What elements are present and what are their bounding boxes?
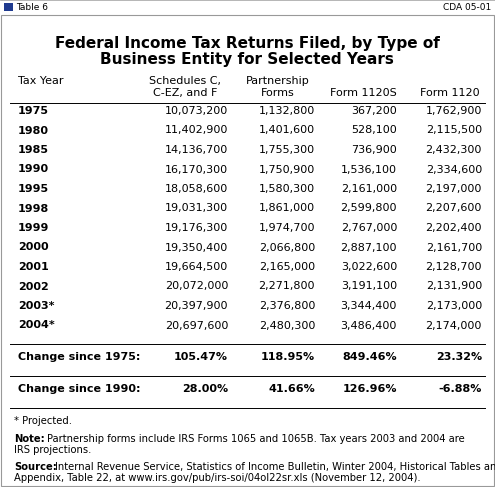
Text: * Projected.: * Projected. <box>14 416 72 426</box>
Text: 2,334,600: 2,334,600 <box>426 165 482 174</box>
Text: 2,207,600: 2,207,600 <box>426 204 482 213</box>
Bar <box>4 3 13 11</box>
Text: 2,174,000: 2,174,000 <box>426 320 482 331</box>
Text: 2,480,300: 2,480,300 <box>258 320 315 331</box>
Text: 1,580,300: 1,580,300 <box>259 184 315 194</box>
Text: 2,887,100: 2,887,100 <box>341 243 397 252</box>
Text: 1,861,000: 1,861,000 <box>259 204 315 213</box>
Text: 1,536,100: 1,536,100 <box>341 165 397 174</box>
Text: 28.00%: 28.00% <box>182 384 228 394</box>
Text: 849.46%: 849.46% <box>343 352 397 362</box>
Text: Partnership: Partnership <box>246 76 310 86</box>
Text: 23.32%: 23.32% <box>436 352 482 362</box>
Text: CDA 05-01: CDA 05-01 <box>443 2 491 12</box>
Text: 1999: 1999 <box>18 223 50 233</box>
Text: 20,397,900: 20,397,900 <box>164 301 228 311</box>
Text: 2,131,900: 2,131,900 <box>426 281 482 292</box>
Text: C-EZ, and F: C-EZ, and F <box>153 88 217 98</box>
Text: 2,197,000: 2,197,000 <box>426 184 482 194</box>
Text: 2,128,700: 2,128,700 <box>426 262 482 272</box>
Text: 118.95%: 118.95% <box>261 352 315 362</box>
Text: 16,170,300: 16,170,300 <box>165 165 228 174</box>
Text: 1985: 1985 <box>18 145 49 155</box>
Text: 2,432,300: 2,432,300 <box>426 145 482 155</box>
Text: 528,100: 528,100 <box>351 126 397 135</box>
Text: Form 1120S: Form 1120S <box>330 88 396 98</box>
Text: Source:: Source: <box>14 462 57 472</box>
Text: 1980: 1980 <box>18 126 49 135</box>
Text: 2002: 2002 <box>18 281 49 292</box>
Text: 2000: 2000 <box>18 243 49 252</box>
Text: 1,762,900: 1,762,900 <box>426 106 482 116</box>
Text: 14,136,700: 14,136,700 <box>165 145 228 155</box>
Text: 2,161,000: 2,161,000 <box>341 184 397 194</box>
Text: Tax Year: Tax Year <box>18 76 63 86</box>
Text: Partnership forms include IRS Forms 1065 and 1065B. Tax years 2003 and 2004 are: Partnership forms include IRS Forms 1065… <box>47 434 465 444</box>
Text: 1,974,700: 1,974,700 <box>258 223 315 233</box>
Text: 126.96%: 126.96% <box>343 384 397 394</box>
Text: 2,271,800: 2,271,800 <box>258 281 315 292</box>
Text: 41.66%: 41.66% <box>268 384 315 394</box>
Text: 1,132,800: 1,132,800 <box>259 106 315 116</box>
Text: 1990: 1990 <box>18 165 49 174</box>
Text: 1998: 1998 <box>18 204 49 213</box>
Text: Federal Income Tax Returns Filed, by Type of: Federal Income Tax Returns Filed, by Typ… <box>54 36 440 51</box>
Text: 19,176,300: 19,176,300 <box>165 223 228 233</box>
Text: 2,202,400: 2,202,400 <box>426 223 482 233</box>
Text: 10,073,200: 10,073,200 <box>165 106 228 116</box>
Text: 3,486,400: 3,486,400 <box>341 320 397 331</box>
Text: 1,401,600: 1,401,600 <box>259 126 315 135</box>
Text: 105.47%: 105.47% <box>174 352 228 362</box>
Text: Business Entity for Selected Years: Business Entity for Selected Years <box>100 52 394 67</box>
Text: 1,750,900: 1,750,900 <box>259 165 315 174</box>
Text: 2,599,800: 2,599,800 <box>341 204 397 213</box>
Text: Schedules C,: Schedules C, <box>149 76 221 86</box>
Text: Change since 1990:: Change since 1990: <box>18 384 141 394</box>
Text: Note:: Note: <box>14 434 45 444</box>
Text: -6.88%: -6.88% <box>439 384 482 394</box>
Text: 2,376,800: 2,376,800 <box>258 301 315 311</box>
Text: 2,115,500: 2,115,500 <box>426 126 482 135</box>
Text: 2,165,000: 2,165,000 <box>259 262 315 272</box>
Text: 19,664,500: 19,664,500 <box>165 262 228 272</box>
Text: 736,900: 736,900 <box>351 145 397 155</box>
Text: 18,058,600: 18,058,600 <box>165 184 228 194</box>
Text: 19,031,300: 19,031,300 <box>165 204 228 213</box>
Text: 11,402,900: 11,402,900 <box>165 126 228 135</box>
Text: 1995: 1995 <box>18 184 49 194</box>
Text: Table 6: Table 6 <box>16 2 48 12</box>
Text: 2004*: 2004* <box>18 320 55 331</box>
Text: 1975: 1975 <box>18 106 49 116</box>
Text: 20,697,600: 20,697,600 <box>165 320 228 331</box>
Text: 2001: 2001 <box>18 262 49 272</box>
Text: IRS projections.: IRS projections. <box>14 445 92 455</box>
Text: 2,767,000: 2,767,000 <box>341 223 397 233</box>
Text: Form 1120: Form 1120 <box>420 88 480 98</box>
Text: 19,350,400: 19,350,400 <box>165 243 228 252</box>
Text: 2,173,000: 2,173,000 <box>426 301 482 311</box>
Text: 2003*: 2003* <box>18 301 54 311</box>
Text: Internal Revenue Service, Statistics of Income Bulletin, Winter 2004, Historical: Internal Revenue Service, Statistics of … <box>55 462 495 472</box>
Text: Forms: Forms <box>261 88 295 98</box>
Text: 3,191,100: 3,191,100 <box>341 281 397 292</box>
Text: 3,344,400: 3,344,400 <box>341 301 397 311</box>
Text: 1,755,300: 1,755,300 <box>259 145 315 155</box>
Text: Appendix, Table 22, at www.irs.gov/pub/irs-soi/04ol22sr.xls (November 12, 2004).: Appendix, Table 22, at www.irs.gov/pub/i… <box>14 473 421 483</box>
Text: 2,161,700: 2,161,700 <box>426 243 482 252</box>
Text: Change since 1975:: Change since 1975: <box>18 352 141 362</box>
Text: 3,022,600: 3,022,600 <box>341 262 397 272</box>
Text: 2,066,800: 2,066,800 <box>259 243 315 252</box>
Text: 367,200: 367,200 <box>351 106 397 116</box>
Text: 20,072,000: 20,072,000 <box>165 281 228 292</box>
